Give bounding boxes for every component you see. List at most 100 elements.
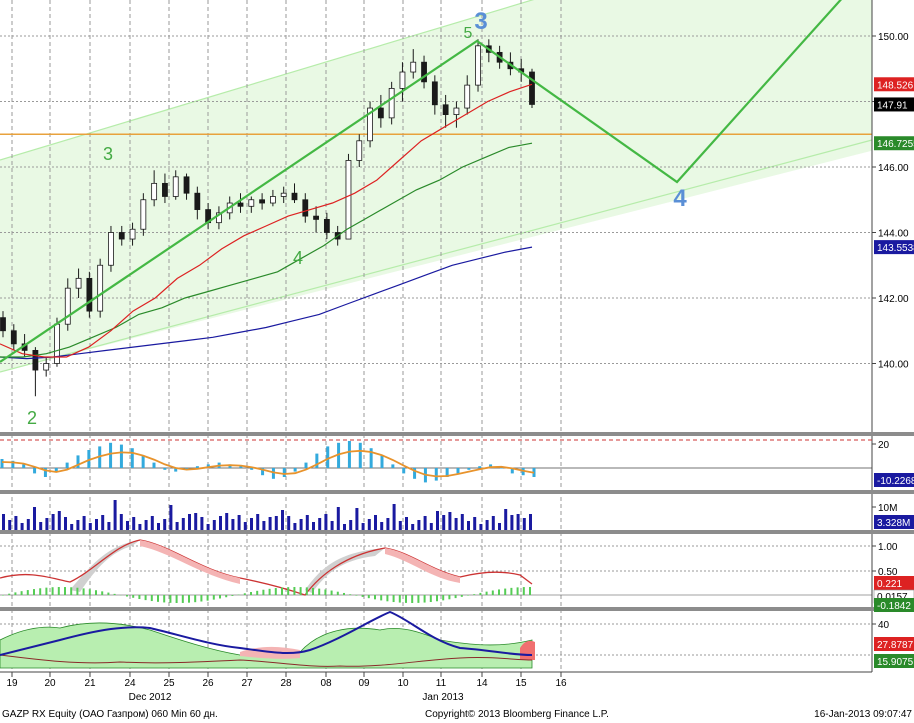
candle-body	[108, 232, 114, 266]
candle-body	[280, 192, 287, 197]
stoch-green-bar	[107, 592, 110, 595]
macd-histogram-bar	[130, 448, 134, 468]
volume-bar	[374, 515, 377, 530]
macd-histogram-bar	[304, 462, 308, 468]
stoch-green-bar	[33, 589, 35, 595]
candle-body	[421, 61, 427, 83]
macd-tag-box	[874, 473, 914, 487]
macd-histogram-bar	[152, 462, 156, 468]
volume-bar	[51, 514, 55, 530]
stoch-green-bar	[380, 595, 383, 601]
candle-body	[237, 202, 244, 207]
stoch-green-bar	[305, 587, 308, 595]
instrument-caption: GAZP RX Equity (ОАО Газпром) 060 Min 60 …	[2, 709, 218, 720]
volume-bar	[2, 514, 5, 530]
stoch-green-bar	[144, 595, 147, 601]
macd-histogram-bar	[315, 453, 319, 468]
stoch-tick-label: 0.50	[878, 567, 898, 578]
stoch-green-bar	[8, 593, 11, 595]
price-tick-label: 146.00	[878, 163, 909, 174]
volume-bar	[88, 523, 92, 530]
copyright-caption: Copyright© 2013 Bloomberg Finance L.P.	[425, 709, 609, 720]
stoch-green-bar	[20, 591, 23, 595]
volume-bar	[287, 516, 291, 530]
volume-bar	[194, 513, 198, 530]
volume-bar	[144, 520, 148, 530]
candle-body	[367, 107, 373, 142]
panel-separator	[0, 530, 914, 534]
macd-histogram-bar	[489, 464, 493, 468]
stoch-green-bar	[113, 593, 116, 595]
macd-signal-line	[1, 449, 535, 478]
price-tag-box	[874, 97, 914, 112]
stoch-green-bar	[510, 587, 513, 595]
macd-histogram-bar	[478, 466, 482, 468]
candle-body	[248, 199, 255, 207]
candle-body	[172, 176, 179, 197]
volume-bar	[95, 519, 98, 530]
stoch-green-bar	[293, 587, 296, 595]
candle-body	[162, 182, 168, 197]
stoch-green-bar	[82, 588, 85, 595]
candle-body	[86, 277, 93, 312]
x-tick-label: 14	[476, 678, 488, 689]
macd-histogram-bar	[54, 468, 58, 472]
macd-histogram-bar	[293, 468, 297, 472]
stoch-green-bar	[181, 595, 184, 603]
volume-bar	[417, 520, 421, 530]
stoch-tag: -0.1842	[877, 601, 911, 612]
candle-body	[356, 140, 363, 161]
macd-histogram-bar	[380, 455, 384, 468]
macd-histogram-bar	[141, 455, 145, 468]
stoch-green-bar	[411, 595, 414, 603]
stoch-tag-box	[874, 598, 914, 612]
volume-bar	[250, 518, 253, 530]
volume-bar	[491, 516, 495, 530]
stoch-green-bar	[429, 595, 432, 603]
stoch-green-bar	[138, 595, 141, 600]
candle-body	[377, 107, 384, 119]
macd-histogram-bar	[228, 464, 232, 468]
stoch-green-bar	[194, 595, 197, 603]
macd-histogram-bar	[174, 468, 178, 472]
volume-bar	[20, 523, 24, 530]
x-tick-label: 25	[163, 678, 175, 689]
stoch-tag: 0.0157	[877, 592, 908, 603]
volume-bar	[237, 515, 241, 530]
wave-label: 2	[27, 408, 37, 428]
stoch-red-line	[0, 539, 533, 596]
macd-histogram-bar	[326, 446, 330, 468]
candle-body	[442, 104, 449, 116]
candle-body	[313, 215, 319, 220]
stoch-green-bar	[287, 587, 290, 595]
x-tick-label: 15	[515, 678, 527, 689]
volume-bar	[281, 510, 284, 530]
dmi-tag-box	[874, 654, 914, 668]
macd-histogram-bar	[87, 450, 91, 468]
volume-bar	[113, 500, 117, 530]
volume-bar	[429, 523, 433, 530]
stoch-green-bar	[268, 588, 271, 595]
stoch-green-bar	[57, 587, 60, 595]
stoch-green-bar	[479, 592, 482, 595]
x-tick-label: 09	[358, 678, 370, 689]
volume-bar	[516, 514, 520, 530]
macd-histogram-bar	[434, 468, 438, 481]
stoch-green-bar	[169, 595, 172, 603]
macd-histogram-bar	[467, 468, 471, 470]
stoch-green-bar	[64, 587, 66, 595]
macd-histogram-bar	[510, 468, 514, 474]
volume-bar	[212, 520, 216, 530]
volume-bar	[45, 518, 49, 530]
candle-body	[216, 212, 222, 224]
volume-bar	[268, 517, 272, 530]
volume-bar	[355, 508, 359, 530]
stoch-tick-label: 1.00	[878, 542, 898, 553]
macd-histogram-bar	[33, 468, 37, 474]
macd-histogram-bar	[250, 468, 254, 470]
stoch-red-area	[140, 540, 240, 584]
x-tick-label: 19	[6, 678, 18, 689]
wave-projection-line	[0, 0, 842, 363]
stoch-green-bar	[529, 587, 531, 595]
volume-bar	[157, 523, 160, 530]
